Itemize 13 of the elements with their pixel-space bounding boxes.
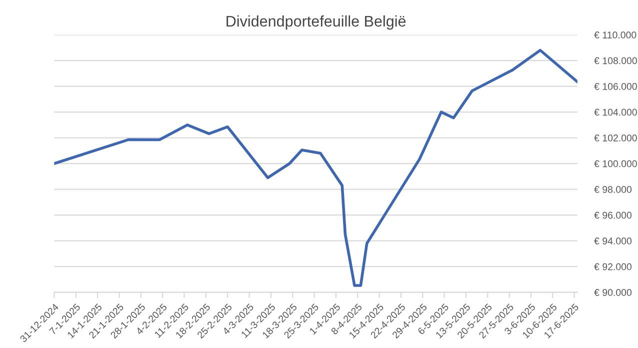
y-tick-label: € 94.000 — [594, 238, 632, 244]
y-tick-label: € 98.000 — [594, 186, 632, 193]
y-tick-label: € 96.000 — [594, 212, 632, 219]
y-tick-label: € 106.000 — [594, 83, 637, 90]
y-tick-label: € 108.000 — [594, 57, 637, 64]
y-tick-label: € 100.000 — [594, 160, 637, 168]
y-tick-label: € 110.000 — [594, 32, 636, 38]
y-tick-label: € 104.000 — [594, 108, 637, 116]
line-series — [54, 48, 578, 287]
chart-title: Dividendportefeuille België — [226, 15, 406, 30]
y-tick-label: € 92.000 — [594, 263, 632, 270]
y-tick-label: € 102.000 — [594, 134, 637, 142]
y-tick-label: € 90.000 — [594, 289, 632, 296]
